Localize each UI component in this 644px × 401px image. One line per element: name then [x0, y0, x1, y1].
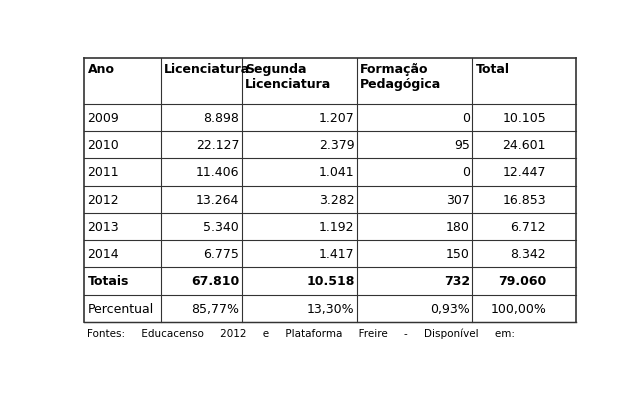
Text: 11.406: 11.406 [196, 166, 239, 179]
Text: 2009: 2009 [88, 112, 119, 125]
Text: 0,93%: 0,93% [430, 302, 470, 315]
Text: 0: 0 [462, 166, 470, 179]
Text: Licenciatura: Licenciatura [164, 63, 250, 76]
Text: Formação
Pedagógica: Formação Pedagógica [360, 63, 441, 91]
Text: 12.447: 12.447 [502, 166, 546, 179]
Text: 180: 180 [446, 221, 470, 233]
Text: 6.775: 6.775 [204, 247, 239, 261]
Text: 3.282: 3.282 [319, 193, 355, 206]
Text: 13,30%: 13,30% [307, 302, 355, 315]
Text: 1.192: 1.192 [319, 221, 355, 233]
Text: 307: 307 [446, 193, 470, 206]
Text: 1.041: 1.041 [319, 166, 355, 179]
Text: 2014: 2014 [88, 247, 119, 261]
Text: 95: 95 [454, 139, 470, 152]
Text: 79.060: 79.060 [498, 275, 546, 288]
Text: 8.898: 8.898 [204, 112, 239, 125]
Text: 1.417: 1.417 [319, 247, 355, 261]
Text: 2013: 2013 [88, 221, 119, 233]
Text: 2011: 2011 [88, 166, 119, 179]
Text: 2010: 2010 [88, 139, 119, 152]
Text: Fontes:     Educacenso     2012     e     Plataforma     Freire     -     Dispon: Fontes: Educacenso 2012 e Plataforma Fre… [88, 328, 515, 338]
Text: 1.207: 1.207 [319, 112, 355, 125]
Text: 6.712: 6.712 [511, 221, 546, 233]
Text: Segunda
Licenciatura: Segunda Licenciatura [245, 63, 331, 91]
Text: 85,77%: 85,77% [191, 302, 239, 315]
Text: 5.340: 5.340 [204, 221, 239, 233]
Text: Totais: Totais [88, 275, 129, 288]
Text: 8.342: 8.342 [511, 247, 546, 261]
Text: 24.601: 24.601 [502, 139, 546, 152]
Text: 2012: 2012 [88, 193, 119, 206]
Text: 16.853: 16.853 [502, 193, 546, 206]
Text: 22.127: 22.127 [196, 139, 239, 152]
Text: 100,00%: 100,00% [490, 302, 546, 315]
Text: Total: Total [475, 63, 509, 76]
Text: 10.105: 10.105 [502, 112, 546, 125]
Text: Percentual: Percentual [88, 302, 154, 315]
Text: 0: 0 [462, 112, 470, 125]
Text: 67.810: 67.810 [191, 275, 239, 288]
Text: 150: 150 [446, 247, 470, 261]
Text: 2.379: 2.379 [319, 139, 355, 152]
Text: 732: 732 [444, 275, 470, 288]
Text: Ano: Ano [88, 63, 115, 76]
Text: 13.264: 13.264 [196, 193, 239, 206]
Text: 10.518: 10.518 [306, 275, 355, 288]
